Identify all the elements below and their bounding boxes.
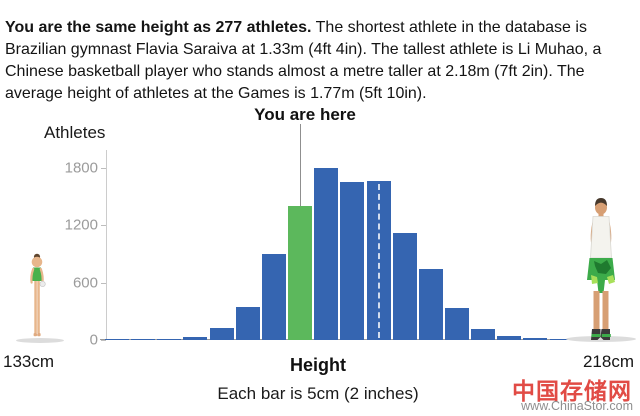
y-tick-mark [101,282,106,284]
x-axis-title: Height [290,355,346,375]
watermark-logo: 中国存储网 [512,378,632,404]
bar-175-180cm [340,182,365,340]
y-tick-mark [101,168,106,170]
bar-185-190cm [392,233,417,340]
tallest-height-label: 218cm [582,352,634,371]
watermark-url: www.ChinaStor.com [521,399,633,413]
y-tick-mark [101,225,106,227]
bar-130-135cm [105,338,129,340]
shortest-height-label: 133cm [3,352,55,371]
y-tick-label-600: 600 [72,274,98,292]
y-tick-label-0: 0 [89,331,98,349]
bar-size-caption: Each bar is 5cm (2 inches) [217,384,419,403]
bar-170-175cm [314,168,339,340]
bar-200-205cm [471,329,496,340]
y-axis-line [106,150,107,340]
y-axis-title: Athletes [44,123,106,142]
gymnast-figure [26,253,48,346]
gymnast-shadow [16,338,64,343]
bar-155-160cm [235,307,260,340]
bar-140-145cm [157,338,182,340]
bar-195-200cm [444,307,469,340]
player-shadow [566,336,636,342]
intro-bold-text: You are the same height as 277 athletes. [5,19,312,36]
gymnast-icon [30,253,46,337]
bar-215-220cm [549,338,574,340]
y-tick-label-1800: 1800 [64,159,98,177]
bar-210-215cm [523,338,548,340]
basketball-player-icon [587,198,615,340]
x-axis-line [100,339,580,340]
average-height-marker [377,184,380,338]
you-are-here-label: You are here [254,105,356,124]
y-tick-label-1200: 1200 [64,216,98,234]
bar-150-155cm [209,327,234,340]
bar-165-170cm [288,206,313,340]
bar-190-195cm [418,269,443,340]
y-tick-mark [101,340,106,341]
bar-160-165cm [261,254,286,340]
bar-205-210cm [497,335,522,340]
intro-rest-text: The shortest athlete in the database is … [5,19,602,102]
bar-135-140cm [131,338,156,340]
basketball-player-figure [574,197,628,348]
you-are-here-pointer-line [300,124,302,207]
intro-text: You are the same height as 277 athletes.… [5,17,638,105]
bar-145-150cm [183,336,208,340]
